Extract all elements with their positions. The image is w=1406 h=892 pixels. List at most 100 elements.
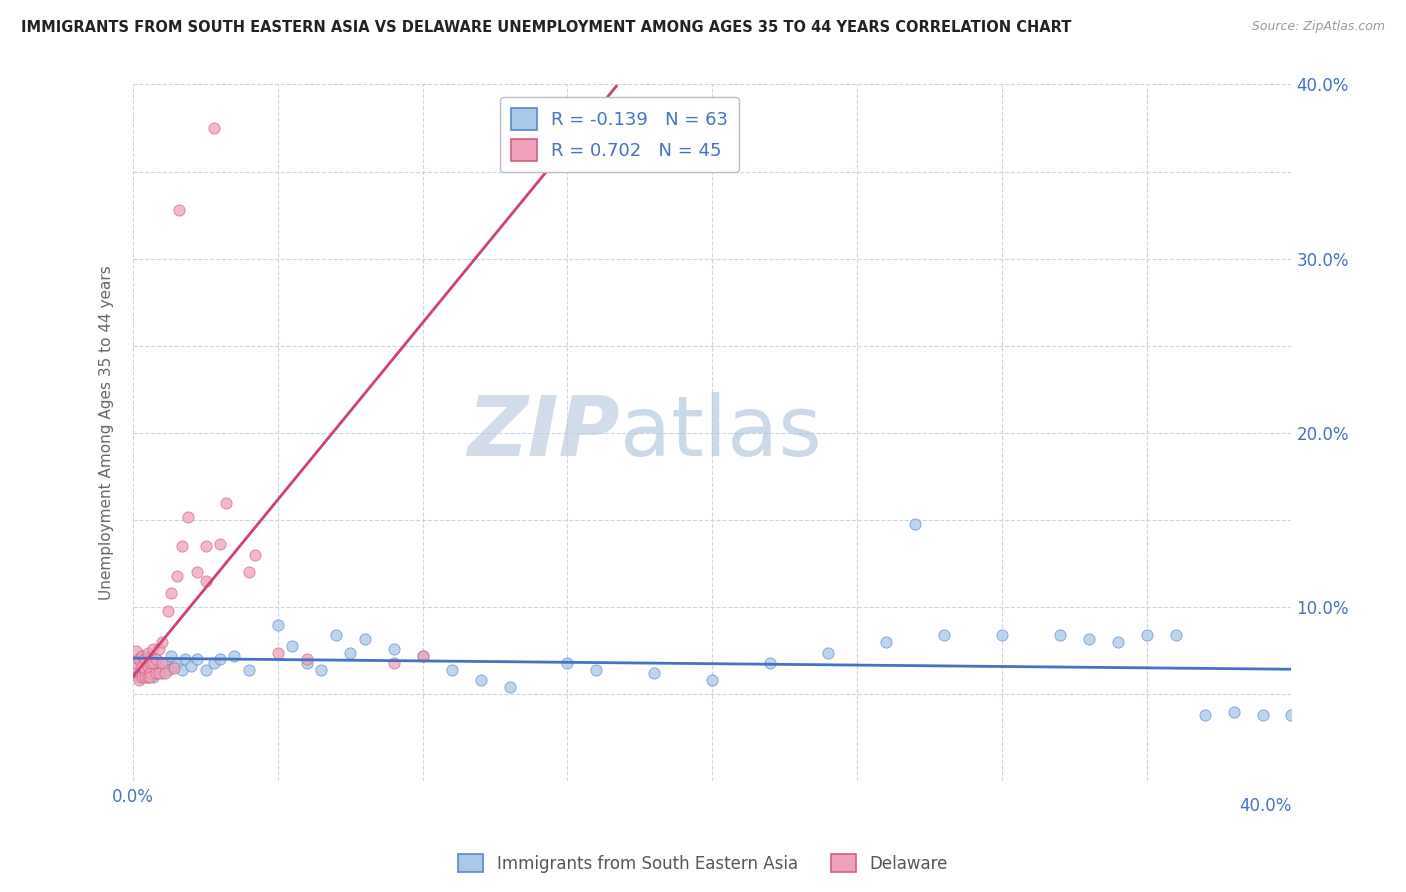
Point [145, 652, 167, 666]
Point [267, 617, 290, 632]
Point [1107, 635, 1129, 649]
Point [128, 652, 150, 666]
Point [243, 548, 266, 562]
Point [991, 628, 1014, 642]
Point [145, 652, 167, 666]
Legend: Immigrants from South Eastern Asia, Delaware: Immigrants from South Eastern Asia, Dela… [451, 847, 955, 880]
Point [131, 670, 153, 684]
Point [295, 656, 318, 670]
Point [136, 670, 159, 684]
Point [159, 586, 181, 600]
Point [339, 646, 361, 660]
Point [1049, 628, 1071, 642]
Text: ZIP: ZIP [467, 392, 620, 474]
Point [875, 635, 897, 649]
Point [145, 666, 167, 681]
Point [440, 663, 463, 677]
Point [325, 628, 347, 642]
Point [131, 659, 153, 673]
Point [163, 659, 186, 673]
Point [180, 659, 202, 673]
Point [498, 681, 520, 695]
Point [125, 644, 148, 658]
Point [148, 642, 170, 657]
Point [1164, 628, 1187, 642]
Point [153, 656, 176, 670]
Point [172, 539, 194, 553]
Point [224, 648, 246, 663]
Point [131, 670, 153, 684]
Point [1194, 708, 1216, 723]
Point [150, 656, 173, 670]
Point [128, 652, 150, 666]
Point [186, 652, 208, 666]
Point [267, 646, 290, 660]
Point [125, 661, 148, 675]
Point [585, 663, 607, 677]
Point [128, 673, 150, 688]
Point [238, 663, 260, 677]
Point [136, 656, 159, 670]
Point [159, 648, 181, 663]
Point [142, 656, 165, 670]
Point [202, 121, 225, 136]
Point [194, 574, 217, 588]
Point [1222, 705, 1244, 719]
Point [208, 652, 231, 666]
Point [139, 656, 162, 670]
Point [311, 663, 333, 677]
Point [134, 652, 156, 666]
Point [557, 656, 579, 670]
Point [470, 673, 492, 688]
Point [139, 670, 162, 684]
Point [150, 635, 173, 649]
Point [153, 666, 176, 681]
Point [1136, 628, 1159, 642]
Point [194, 663, 217, 677]
Point [163, 661, 186, 675]
Point [125, 656, 148, 670]
Point [166, 656, 188, 670]
Point [134, 652, 156, 666]
Point [139, 666, 162, 681]
Point [194, 539, 217, 553]
Point [148, 659, 170, 673]
Point [136, 646, 159, 660]
Point [134, 670, 156, 684]
Point [186, 566, 208, 580]
Point [817, 646, 839, 660]
Text: atlas: atlas [620, 392, 821, 474]
Point [382, 656, 405, 670]
Point [131, 648, 153, 663]
Point [1251, 708, 1274, 723]
Point [128, 670, 150, 684]
Point [759, 656, 782, 670]
Point [148, 666, 170, 681]
Point [142, 656, 165, 670]
Point [145, 666, 167, 681]
Point [139, 661, 162, 675]
Point [177, 509, 200, 524]
Text: IMMIGRANTS FROM SOUTH EASTERN ASIA VS DELAWARE UNEMPLOYMENT AMONG AGES 35 TO 44 : IMMIGRANTS FROM SOUTH EASTERN ASIA VS DE… [21, 20, 1071, 35]
Point [215, 496, 238, 510]
Point [139, 648, 162, 663]
Text: Source: ZipAtlas.com: Source: ZipAtlas.com [1251, 20, 1385, 33]
Point [932, 628, 955, 642]
Point [1077, 632, 1099, 646]
Point [281, 639, 304, 653]
Point [412, 648, 434, 663]
Point [202, 656, 225, 670]
Point [238, 566, 260, 580]
Point [172, 663, 194, 677]
Point [134, 666, 156, 681]
Point [1281, 708, 1303, 723]
Point [643, 666, 665, 681]
Point [131, 656, 153, 670]
Point [353, 632, 375, 646]
Point [412, 648, 434, 663]
Point [156, 604, 179, 618]
Point [142, 670, 165, 684]
Point [156, 663, 179, 677]
Point [169, 202, 191, 217]
Point [174, 652, 197, 666]
